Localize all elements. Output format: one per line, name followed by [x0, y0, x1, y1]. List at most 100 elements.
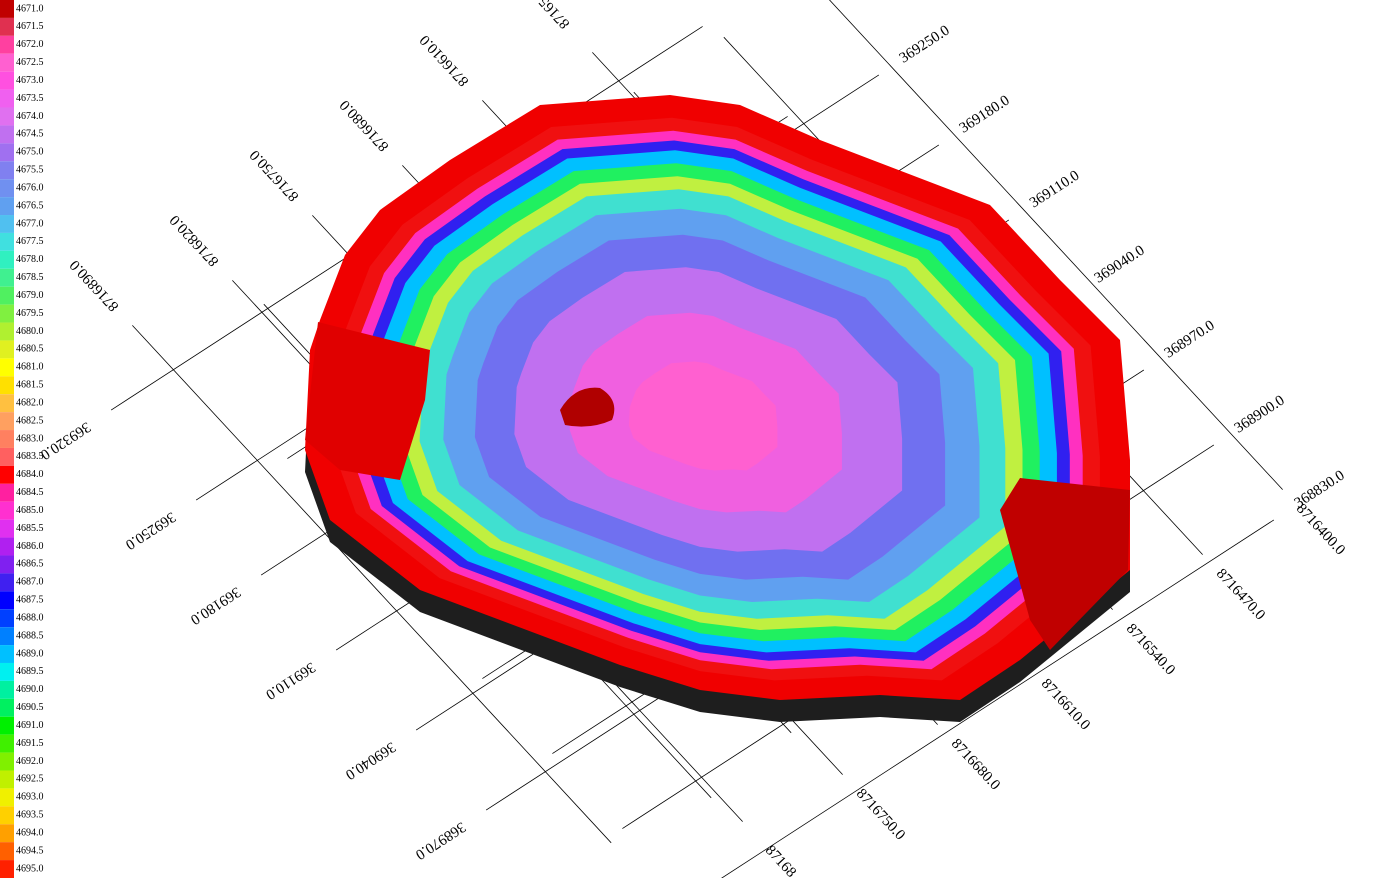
axis-label: 369320.0	[37, 418, 93, 462]
legend-label: 4676.0	[16, 182, 44, 193]
axis-label: 8716610.0	[1038, 676, 1093, 734]
legend-swatch	[0, 215, 14, 233]
legend-label: 4693.5	[16, 810, 44, 821]
legend-swatch	[0, 770, 14, 789]
surface	[305, 95, 1130, 722]
legend-label: 4683.5	[16, 451, 44, 462]
legend-swatch	[0, 0, 14, 18]
legend-label: 4677.5	[16, 236, 44, 247]
legend-label: 4676.5	[16, 200, 44, 211]
axis-label: 369040.0	[342, 738, 398, 782]
legend-swatch	[0, 483, 14, 502]
legend-label: 4693.0	[16, 792, 44, 803]
legend-label: 4689.0	[16, 648, 44, 659]
legend-label: 4691.0	[16, 720, 44, 731]
legend-label: 4689.5	[16, 666, 44, 677]
legend-label: 4682.5	[16, 415, 44, 426]
legend-label: 4671.5	[16, 21, 44, 32]
legend-swatch	[0, 752, 14, 771]
legend-label: 4684.5	[16, 487, 44, 498]
legend-label: 4681.0	[16, 362, 44, 373]
legend-swatch	[0, 698, 14, 717]
grid-line	[132, 325, 612, 844]
legend-swatch	[0, 627, 14, 646]
legend-label: 4680.0	[16, 326, 44, 337]
legend-swatch	[0, 537, 14, 556]
legend-label: 4679.0	[16, 290, 44, 301]
axis-label: 8716890.0	[67, 257, 122, 315]
legend-label: 4688.5	[16, 630, 44, 641]
legend-label: 4679.5	[16, 308, 44, 319]
axis-label: 368900.0	[1232, 393, 1288, 437]
legend-swatch	[0, 394, 14, 413]
surface-band	[628, 361, 778, 471]
legend-swatch	[0, 573, 14, 592]
legend-swatch	[0, 179, 14, 198]
legend-label: 4672.5	[16, 57, 44, 68]
axis-label: 369180.0	[957, 93, 1013, 137]
axis-label: 369110.0	[1027, 168, 1082, 212]
legend-label: 4674.0	[16, 111, 44, 122]
legend-swatch	[0, 143, 14, 162]
legend-swatch	[0, 71, 14, 90]
axis-label: 368970.0	[412, 818, 468, 862]
legend-swatch	[0, 824, 14, 843]
axis-label: 8716680.0	[948, 736, 1003, 794]
legend-swatch	[0, 322, 14, 341]
axis-label: 369110.0	[263, 659, 318, 703]
legend-label: 4685.0	[16, 505, 44, 516]
legend-swatch	[0, 806, 14, 825]
axis-label: 87165	[536, 0, 573, 32]
legend-label: 4692.0	[16, 756, 44, 767]
axis-label: 8716750.0	[853, 786, 908, 844]
legend-label: 4686.0	[16, 541, 44, 552]
legend-swatch	[0, 232, 14, 251]
legend-label: 4694.0	[16, 828, 44, 839]
legend-swatch	[0, 286, 14, 305]
legend-label: 4675.5	[16, 165, 44, 176]
legend-label: 4678.5	[16, 272, 44, 283]
legend-swatch	[0, 197, 14, 216]
legend-swatch	[0, 447, 14, 466]
legend-swatch	[0, 412, 14, 431]
legend-swatch	[0, 734, 14, 753]
block-left	[305, 322, 430, 480]
legend-swatch	[0, 860, 14, 878]
legend-swatch	[0, 519, 14, 538]
legend-swatch	[0, 788, 14, 807]
legend-label: 4680.5	[16, 344, 44, 355]
legend-label: 4684.0	[16, 469, 44, 480]
legend-label: 4683.0	[16, 433, 44, 444]
axis-label: 369250.0	[897, 23, 953, 67]
legend-swatch	[0, 662, 14, 681]
axis-label: 8716540.0	[1123, 621, 1178, 679]
axis-label: 8716610.0	[417, 32, 472, 90]
axis-label: 369250.0	[122, 508, 178, 552]
legend-swatch	[0, 161, 14, 180]
legend-swatch	[0, 268, 14, 287]
legend-swatch	[0, 340, 14, 359]
legend: 4671.0 4671.5 4672.0 4672.5 4673.0 4673.5 4674…	[0, 0, 44, 878]
legend-swatch	[0, 53, 14, 72]
legend-swatch	[0, 430, 14, 448]
legend-label: 4673.5	[16, 93, 44, 104]
axis-label: 368970.0	[1162, 318, 1218, 362]
legend-label: 4688.0	[16, 612, 44, 623]
axis-label: 8716820.0	[167, 212, 222, 270]
legend-swatch	[0, 465, 14, 484]
legend-swatch	[0, 17, 14, 36]
legend-label: 4692.5	[16, 774, 44, 785]
legend-swatch	[0, 125, 14, 144]
legend-swatch	[0, 250, 14, 269]
axis-label: 369180.0	[187, 583, 243, 627]
axis-label: 8716680.0	[337, 97, 392, 155]
legend-label: 4695.0	[16, 863, 44, 874]
legend-swatch	[0, 842, 14, 861]
legend-swatch	[0, 609, 14, 628]
legend-swatch	[0, 501, 14, 520]
grid-line	[721, 519, 1275, 878]
low-spot	[560, 387, 615, 427]
legend-label: 4678.0	[16, 254, 44, 265]
